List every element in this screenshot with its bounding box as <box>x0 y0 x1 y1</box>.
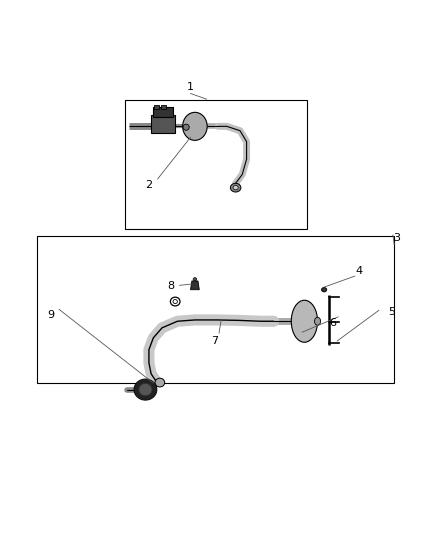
Bar <box>161 106 166 109</box>
Text: 9: 9 <box>47 310 54 320</box>
Ellipse shape <box>233 185 238 190</box>
Ellipse shape <box>314 317 321 325</box>
Ellipse shape <box>291 300 318 342</box>
Polygon shape <box>191 281 199 290</box>
Ellipse shape <box>183 112 207 140</box>
Text: 3: 3 <box>393 233 400 243</box>
Ellipse shape <box>183 124 189 130</box>
Text: 4: 4 <box>356 266 363 276</box>
Text: 2: 2 <box>145 181 152 190</box>
Ellipse shape <box>321 287 327 292</box>
Text: 6: 6 <box>329 318 336 328</box>
Text: 5: 5 <box>389 308 396 318</box>
Bar <box>125 100 307 229</box>
Text: 1: 1 <box>187 82 194 92</box>
Ellipse shape <box>193 278 197 281</box>
Ellipse shape <box>173 300 177 303</box>
Ellipse shape <box>155 378 165 387</box>
Ellipse shape <box>230 183 241 192</box>
Bar <box>154 106 159 109</box>
Ellipse shape <box>134 379 157 400</box>
Ellipse shape <box>139 383 152 395</box>
Text: 8: 8 <box>167 281 174 291</box>
Bar <box>151 115 175 133</box>
Text: 7: 7 <box>211 336 218 346</box>
Bar <box>153 107 173 117</box>
Bar <box>37 236 394 383</box>
